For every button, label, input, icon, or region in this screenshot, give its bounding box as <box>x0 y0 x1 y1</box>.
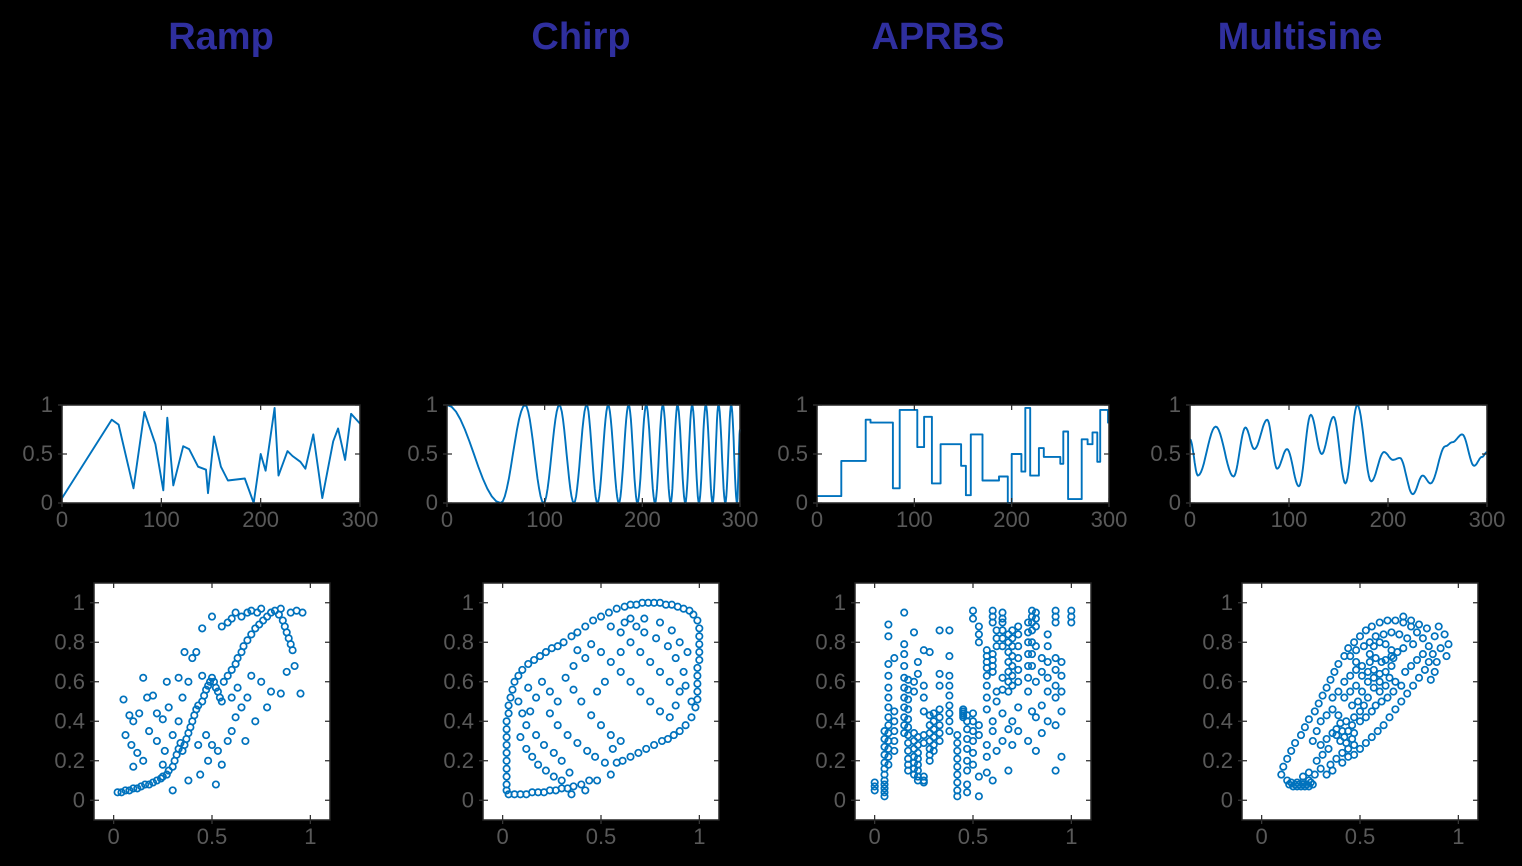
svg-text:0: 0 <box>796 490 808 515</box>
svg-text:0.2: 0.2 <box>54 748 85 773</box>
svg-text:1: 1 <box>796 392 808 417</box>
column-title-ramp: Ramp <box>168 16 274 58</box>
svg-text:100: 100 <box>1271 507 1308 532</box>
ramp-scatter-series <box>113 604 307 797</box>
svg-text:1: 1 <box>1221 590 1233 615</box>
svg-text:0: 0 <box>811 507 823 532</box>
svg-text:1: 1 <box>1452 824 1464 849</box>
svg-text:0: 0 <box>1221 787 1233 812</box>
svg-text:1: 1 <box>693 824 705 849</box>
svg-text:100: 100 <box>143 507 180 532</box>
multisine-scatter-series <box>1277 612 1453 791</box>
svg-text:0: 0 <box>1184 507 1196 532</box>
chirp-scatter-axes: 0 0.5 1 0 0.2 0.4 0.6 0.8 1 <box>443 583 719 849</box>
svg-text:0.6: 0.6 <box>443 669 474 694</box>
svg-text:300: 300 <box>722 507 759 532</box>
svg-text:0.2: 0.2 <box>815 748 846 773</box>
svg-text:200: 200 <box>624 507 661 532</box>
svg-text:1: 1 <box>1065 824 1077 849</box>
multisine-input-signal-plot: 0 100 200 300 0 0.5 1 <box>1150 392 1505 532</box>
multisine-scatter-plot: 0 0.5 1 0 0.2 0.4 0.6 0.8 1 <box>1202 582 1479 849</box>
svg-text:0.5: 0.5 <box>407 441 438 466</box>
svg-text:0: 0 <box>41 490 53 515</box>
svg-text:0.5: 0.5 <box>958 824 989 849</box>
svg-text:200: 200 <box>993 507 1030 532</box>
svg-text:0: 0 <box>73 787 85 812</box>
svg-text:100: 100 <box>526 507 563 532</box>
multisine-scatter-axes: 0 0.5 1 0 0.2 0.4 0.6 0.8 1 <box>1202 583 1478 849</box>
multisine-line-axes: 0 100 200 300 0 0.5 1 <box>1150 392 1505 532</box>
svg-text:1: 1 <box>304 824 316 849</box>
svg-text:0.8: 0.8 <box>443 629 474 654</box>
svg-text:100: 100 <box>896 507 933 532</box>
svg-text:0.5: 0.5 <box>1345 824 1376 849</box>
aprbs-input-signal-plot: 0 100 200 300 0 0.5 1 <box>777 392 1128 532</box>
svg-text:1: 1 <box>73 590 85 615</box>
multisine-line-series <box>1189 404 1488 496</box>
chirp-line-axes: 0 100 200 300 0 0.5 1 <box>407 392 758 532</box>
svg-text:300: 300 <box>1091 507 1128 532</box>
svg-text:0.5: 0.5 <box>197 824 228 849</box>
svg-text:0.6: 0.6 <box>815 669 846 694</box>
svg-text:200: 200 <box>1370 507 1407 532</box>
svg-text:0: 0 <box>1169 490 1181 515</box>
svg-text:0.4: 0.4 <box>54 708 85 733</box>
column-title-chirp: Chirp <box>531 16 631 58</box>
svg-text:0.8: 0.8 <box>54 629 85 654</box>
svg-text:0: 0 <box>1256 824 1268 849</box>
svg-text:0.6: 0.6 <box>1202 669 1233 694</box>
svg-text:1: 1 <box>41 392 53 417</box>
column-title-aprbs: APRBS <box>871 16 1005 58</box>
svg-text:0: 0 <box>869 824 881 849</box>
svg-text:0.5: 0.5 <box>586 824 617 849</box>
svg-text:0.8: 0.8 <box>1202 629 1233 654</box>
svg-text:0.2: 0.2 <box>443 748 474 773</box>
svg-text:0.6: 0.6 <box>54 669 85 694</box>
svg-text:0.4: 0.4 <box>443 708 474 733</box>
svg-text:0.4: 0.4 <box>815 708 846 733</box>
svg-text:0: 0 <box>108 824 120 849</box>
svg-text:0: 0 <box>497 824 509 849</box>
chirp-scatter-plot: 0 0.5 1 0 0.2 0.4 0.6 0.8 1 <box>443 582 720 849</box>
chirp-input-signal-plot: 0 100 200 300 0 0.5 1 <box>407 392 758 532</box>
svg-text:300: 300 <box>342 507 379 532</box>
svg-text:0: 0 <box>462 787 474 812</box>
svg-text:1: 1 <box>426 392 438 417</box>
svg-text:0.4: 0.4 <box>1202 708 1233 733</box>
svg-text:300: 300 <box>1469 507 1506 532</box>
svg-text:0: 0 <box>426 490 438 515</box>
svg-text:0: 0 <box>56 507 68 532</box>
aprbs-scatter-series <box>870 606 1076 801</box>
ramp-scatter-axes: 0 0.5 1 0 0.2 0.4 0.6 0.8 1 <box>54 583 330 849</box>
ramp-input-signal-plot: 0 100 200 300 0 0.5 1 <box>22 392 379 532</box>
svg-text:0: 0 <box>441 507 453 532</box>
aprbs-scatter-plot: 0 0.5 1 0 0.2 0.4 0.6 0.8 1 <box>815 582 1092 849</box>
ramp-line-series <box>61 406 361 504</box>
svg-text:1: 1 <box>1169 392 1181 417</box>
column-title-multisine: Multisine <box>1217 16 1383 58</box>
svg-text:1: 1 <box>462 590 474 615</box>
aprbs-scatter-axes: 0 0.5 1 0 0.2 0.4 0.6 0.8 1 <box>815 583 1091 849</box>
svg-text:0.5: 0.5 <box>22 441 53 466</box>
svg-text:0.5: 0.5 <box>777 441 808 466</box>
svg-text:0.2: 0.2 <box>1202 748 1233 773</box>
ramp-scatter-plot: 0 0.5 1 0 0.2 0.4 0.6 0.8 1 <box>54 582 331 849</box>
svg-text:1: 1 <box>834 590 846 615</box>
svg-text:200: 200 <box>242 507 279 532</box>
svg-text:0: 0 <box>834 787 846 812</box>
chirp-scatter-series <box>502 598 704 799</box>
svg-text:0.8: 0.8 <box>815 629 846 654</box>
svg-text:0.5: 0.5 <box>1150 441 1181 466</box>
